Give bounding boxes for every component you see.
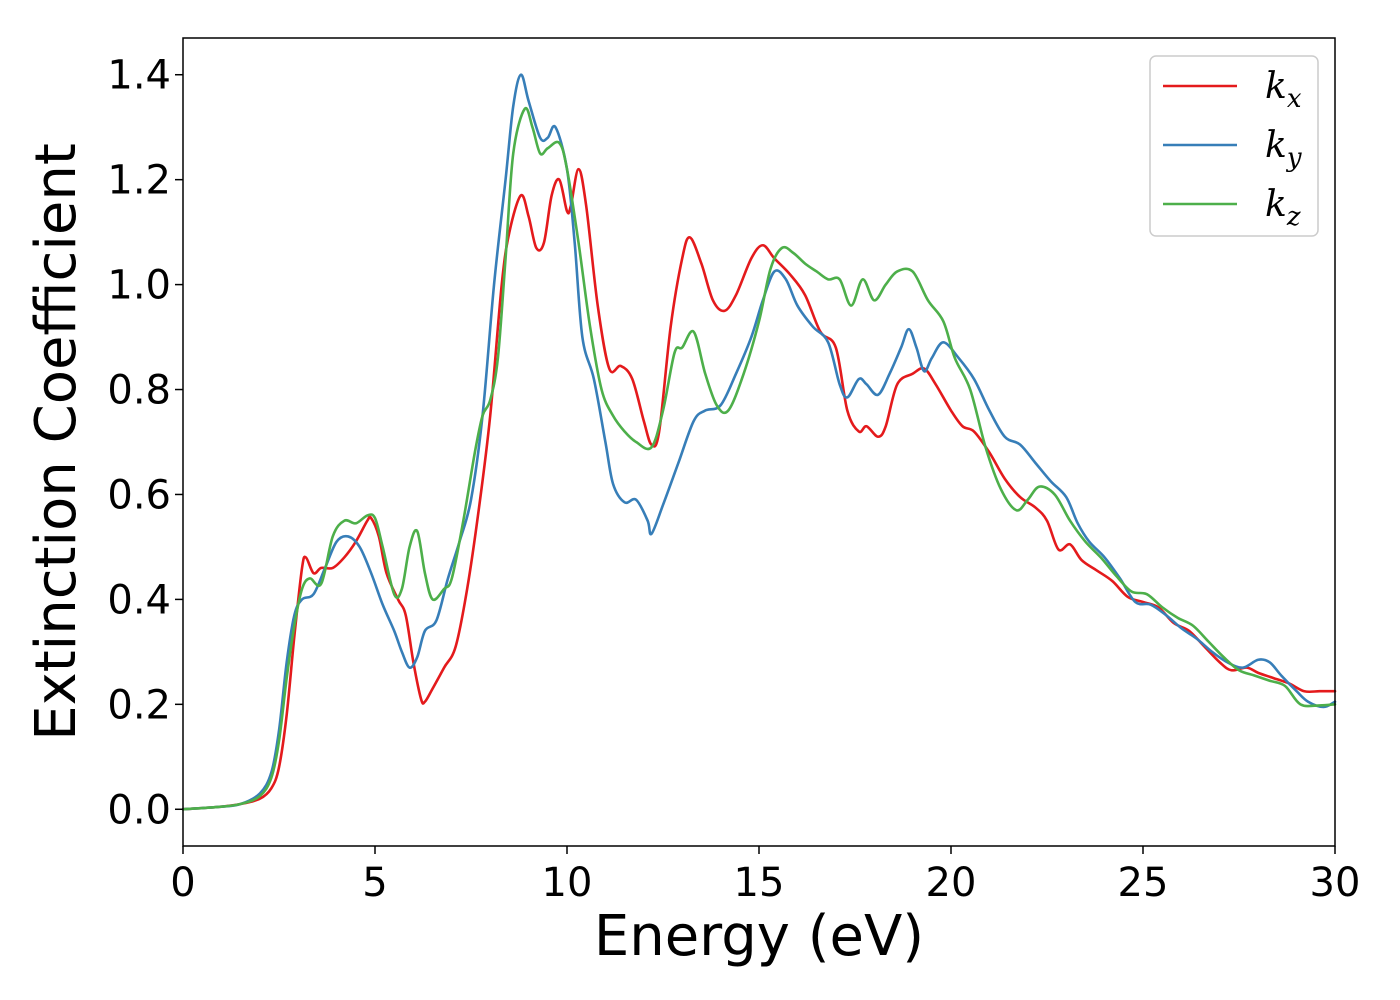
y-tick-label: 0.4 (107, 577, 171, 623)
x-tick-label: 30 (1310, 860, 1361, 906)
x-tick-label: 0 (170, 860, 195, 906)
y-tick-label: 1.0 (107, 263, 171, 309)
legend-label-k-y: ky (1265, 125, 1302, 173)
y-tick-label: 0.2 (107, 682, 171, 728)
y-tick-label: 0.0 (107, 787, 171, 833)
y-axis-ticks: 0.0 0.2 0.4 0.6 0.8 1.0 1.2 1.4 (107, 53, 183, 833)
legend: kx ky kz (1149, 55, 1319, 237)
x-axis-ticks: 0 5 10 15 20 25 30 (170, 846, 1360, 906)
series-line-k-x (181, 167, 1337, 811)
y-tick-label: 1.4 (107, 53, 171, 99)
x-axis-label: Energy (eV) (594, 904, 924, 969)
legend-label-k-z: kz (1265, 184, 1301, 232)
x-tick-label: 25 (1118, 860, 1169, 906)
series-line-k-y (181, 73, 1337, 811)
legend-label-k-x: kx (1265, 66, 1302, 114)
x-tick-label: 5 (362, 860, 387, 906)
y-axis-label: Extinction Coefficient (24, 143, 89, 741)
x-tick-label: 10 (542, 860, 593, 906)
series-line-k-z (181, 106, 1337, 811)
x-tick-label: 20 (926, 860, 977, 906)
x-tick-label: 15 (734, 860, 785, 906)
y-tick-label: 1.2 (107, 158, 171, 204)
y-tick-label: 0.6 (107, 472, 171, 518)
y-tick-label: 0.8 (107, 368, 171, 414)
series-layer (181, 73, 1337, 811)
plot-area (183, 38, 1335, 846)
